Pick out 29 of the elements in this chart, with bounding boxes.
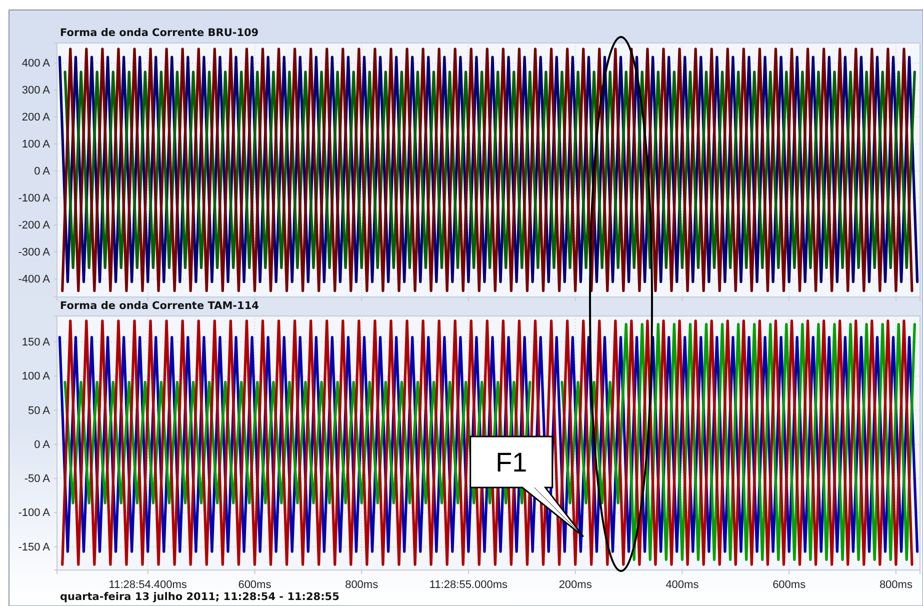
callout-arrow: F1: [470, 436, 584, 538]
y-tick-label: -300 A: [18, 246, 51, 258]
y-tick-label: -100 A: [18, 507, 51, 520]
x-tick-label: 400ms: [666, 578, 700, 591]
x-tick-label: 800ms: [345, 578, 379, 591]
y-tick-label: 150 A: [22, 336, 51, 348]
y-tick-label: 100 A: [22, 138, 51, 150]
y-tick-label: 0 A: [34, 165, 51, 178]
x-tick-label: 200ms: [558, 578, 592, 591]
y-tick-label: 300 A: [22, 84, 51, 96]
annotation: F1: [496, 448, 528, 478]
chart-title: Forma de onda Corrente BRU-109: [60, 27, 259, 39]
x-tick-label: 800ms: [879, 578, 913, 591]
x-tick-label: 600ms: [238, 578, 272, 591]
y-tick-label: 100 A: [22, 370, 51, 383]
x-tick-label: 600ms: [772, 578, 806, 591]
y-tick-label: -150 A: [18, 541, 51, 554]
y-tick-label: -400 A: [18, 273, 51, 286]
y-tick-label: 200 A: [22, 111, 51, 124]
y-tick-label: 50 A: [28, 404, 51, 417]
x-tick-label: 11:28:54.400ms: [108, 578, 188, 591]
y-tick-label: 400 A: [22, 57, 51, 70]
x-axis-title: quarta-feira 13 julho 2011; 11:28:54 - 11:28:55: [60, 591, 340, 603]
chart-title: Forma de onda Corrente TAM-114: [60, 300, 259, 312]
y-tick-label: -100 A: [18, 192, 51, 204]
y-tick-label: -200 A: [18, 219, 51, 232]
y-tick-label: 0 A: [34, 438, 51, 451]
y-tick-label: -50 A: [24, 473, 51, 486]
x-tick-label: 11:28:55.000ms: [429, 578, 508, 591]
